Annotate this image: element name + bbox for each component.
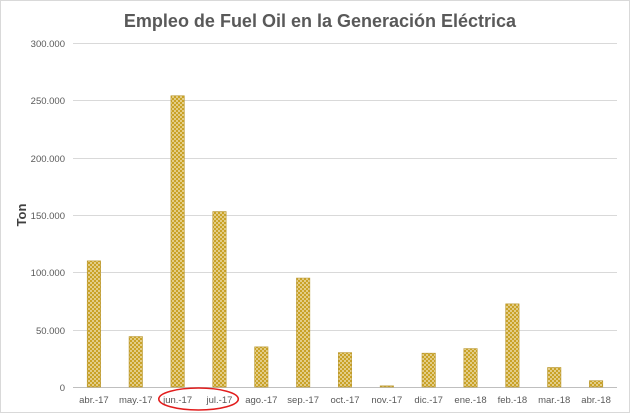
x-tick-label: jul.-17 (206, 395, 233, 406)
bar-abr.-17 (86, 260, 101, 388)
chart-title: Empleo de Fuel Oil en la Generación Eléc… (124, 11, 517, 31)
y-tick-label: 300.000 (31, 39, 65, 50)
x-tick-label: feb.-18 (498, 395, 528, 406)
bar-oct.-17 (337, 352, 352, 388)
bar-ago.-17 (254, 346, 269, 388)
x-tick-label: dic.-17 (414, 395, 443, 406)
bar-ene.-18 (463, 348, 478, 388)
y-tick-label: 150.000 (31, 211, 65, 222)
bar-nov.-17 (379, 385, 394, 388)
y-tick-label: 250.000 (31, 96, 65, 107)
x-tick-label: oct.-17 (330, 395, 359, 406)
bar-dic.-17 (421, 352, 436, 388)
bar-abr.-18 (589, 380, 604, 388)
y-tick-label: 0 (60, 383, 65, 394)
x-tick-label: mar.-18 (538, 395, 570, 406)
y-tick-label: 50.000 (36, 326, 65, 337)
x-tick-label: jun.-17 (162, 395, 192, 406)
bar-jul.-17 (212, 211, 227, 388)
x-tick-label: abr.-18 (581, 395, 611, 406)
x-tick-label: may.-17 (119, 395, 153, 406)
x-tick-label: nov.-17 (371, 395, 402, 406)
y-tick-label: 100.000 (31, 268, 65, 279)
bar-may.-17 (128, 336, 143, 388)
y-tick-label: 200.000 (31, 154, 65, 165)
x-tick-label: abr.-17 (79, 395, 109, 406)
bar-sep.-17 (296, 277, 311, 388)
highlight-ellipse (157, 387, 240, 411)
x-axis-ticks: abr.-17 may.-17 jun.-17 jul.-17 ago.-17 sep.-… (79, 395, 611, 406)
bars (86, 95, 604, 388)
gridlines (73, 43, 617, 388)
x-tick-label: sep.-17 (287, 395, 319, 406)
bar-feb.-18 (505, 303, 520, 388)
x-tick-label: ene.-18 (454, 395, 486, 406)
x-tick-label: ago.-17 (245, 395, 277, 406)
bar-mar.-18 (547, 367, 562, 388)
y-axis-label: Ton (14, 204, 29, 227)
annotations (157, 387, 240, 411)
bar-jun.-17 (170, 95, 185, 388)
y-axis-ticks: 0 50.000 100.000 150.000 200.000 250.000 300.0… (31, 39, 65, 394)
